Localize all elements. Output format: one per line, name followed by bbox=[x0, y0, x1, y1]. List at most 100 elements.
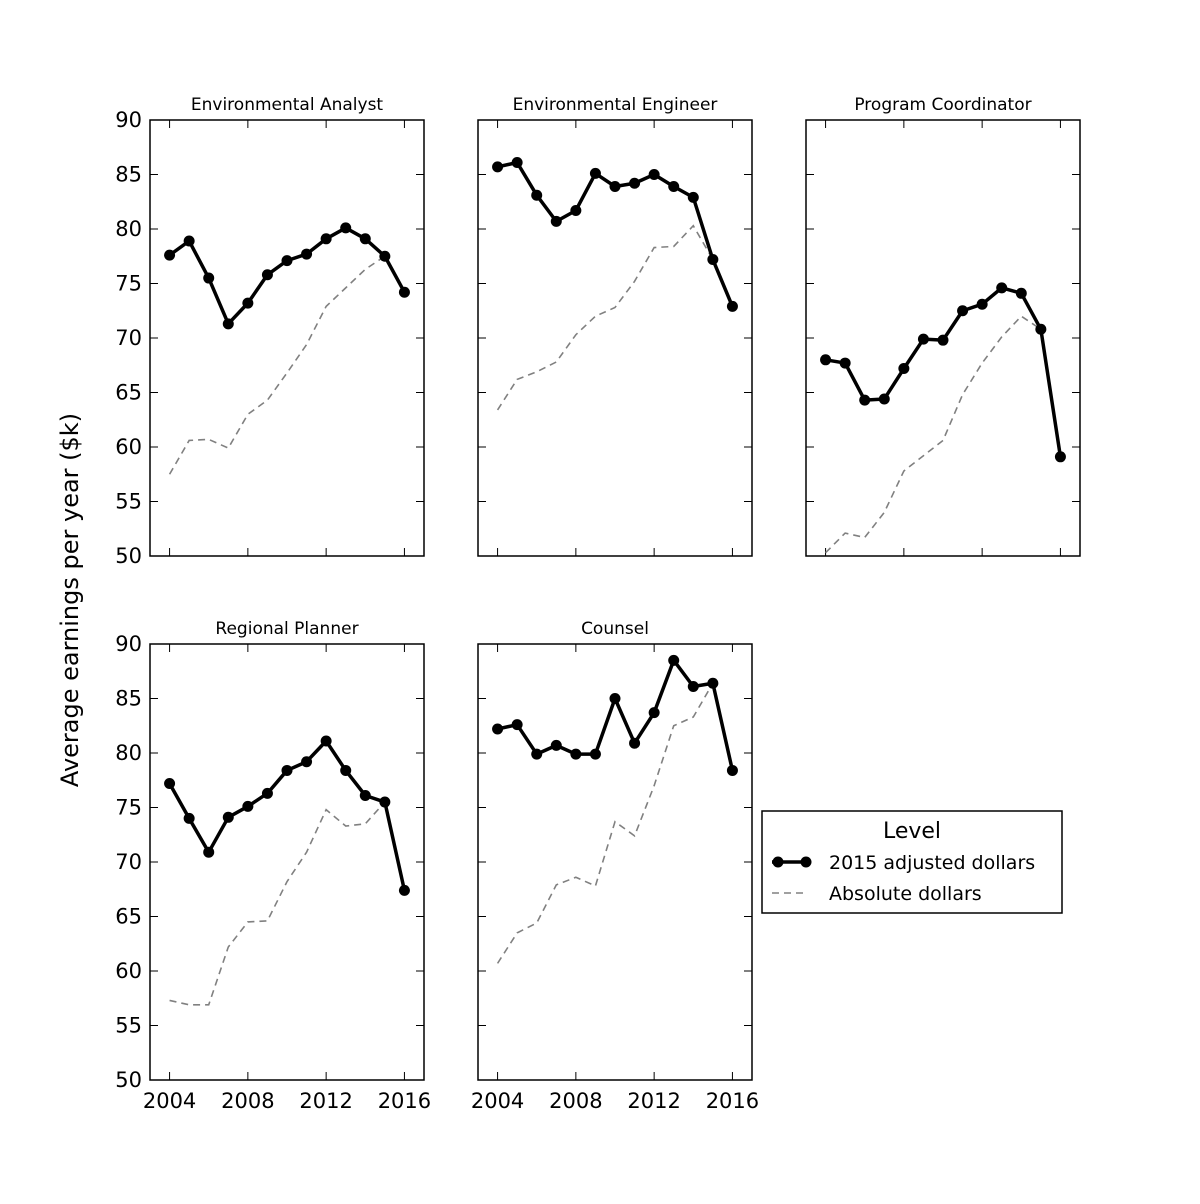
data-point-adjusted bbox=[261, 787, 273, 799]
y-axis-label: Average earnings per year ($k) bbox=[56, 413, 84, 787]
panel-1: Environmental Engineer bbox=[477, 95, 753, 557]
legend-marker-adjusted bbox=[772, 856, 784, 868]
data-point-adjusted bbox=[242, 800, 254, 812]
data-point-adjusted bbox=[340, 222, 352, 234]
data-point-adjusted bbox=[511, 719, 523, 731]
data-point-adjusted bbox=[839, 357, 851, 369]
panel-frame bbox=[149, 119, 425, 557]
data-point-adjusted bbox=[609, 180, 621, 192]
data-point-adjusted bbox=[531, 189, 543, 201]
legend: Level 2015 adjusted dollars Absolute dolla… bbox=[761, 810, 1063, 914]
panel-title: Environmental Analyst bbox=[191, 95, 384, 115]
y-tick-label: 90 bbox=[115, 632, 142, 656]
legend-marker-adjusted bbox=[800, 856, 812, 868]
data-point-adjusted bbox=[261, 269, 273, 281]
y-tick-label: 70 bbox=[115, 326, 142, 350]
y-tick-label: 55 bbox=[115, 1014, 142, 1038]
data-point-adjusted bbox=[379, 250, 391, 262]
data-point-adjusted bbox=[301, 756, 313, 768]
x-tick-label: 2008 bbox=[549, 1089, 602, 1113]
data-point-adjusted bbox=[222, 318, 234, 330]
data-point-adjusted bbox=[859, 394, 871, 406]
data-point-adjusted bbox=[609, 693, 621, 704]
data-point-adjusted bbox=[164, 249, 176, 261]
data-point-adjusted bbox=[668, 654, 680, 666]
y-tick-label: 65 bbox=[115, 381, 142, 405]
y-tick-label: 50 bbox=[115, 544, 142, 568]
y-tick-label: 85 bbox=[115, 163, 142, 187]
data-point-adjusted bbox=[183, 812, 195, 824]
data-point-adjusted bbox=[707, 254, 719, 266]
data-point-adjusted bbox=[589, 167, 601, 179]
y-tick-label: 60 bbox=[115, 435, 142, 459]
y-tick-label: 80 bbox=[115, 741, 142, 765]
data-point-adjusted bbox=[492, 161, 504, 173]
y-tick-label: 50 bbox=[115, 1068, 142, 1092]
data-point-adjusted bbox=[320, 233, 332, 245]
data-point-adjusted bbox=[976, 298, 988, 310]
data-point-adjusted bbox=[629, 737, 641, 749]
legend-entry-adjusted: 2015 adjusted dollars bbox=[829, 852, 1035, 874]
panel-title: Program Coordinator bbox=[854, 95, 1031, 115]
y-tick-label: 90 bbox=[115, 108, 142, 132]
data-point-adjusted bbox=[398, 884, 410, 896]
panel-title: Environmental Engineer bbox=[513, 95, 718, 115]
data-point-adjusted bbox=[550, 739, 562, 751]
data-point-adjusted bbox=[398, 286, 410, 298]
data-point-adjusted bbox=[648, 169, 660, 180]
data-point-adjusted bbox=[1015, 287, 1027, 299]
data-point-adjusted bbox=[917, 333, 929, 345]
x-tick-label: 2004 bbox=[471, 1089, 524, 1113]
data-point-adjusted bbox=[379, 796, 391, 808]
panel-frame bbox=[149, 643, 425, 1081]
x-tick-label: 2004 bbox=[143, 1089, 196, 1113]
y-tick-label: 80 bbox=[115, 217, 142, 241]
data-point-adjusted bbox=[359, 233, 371, 245]
panel-3: Regional Planner 50 55 60 65 70 75 80 85 90 2004 20… bbox=[115, 619, 431, 1113]
y-tick-label: 75 bbox=[115, 272, 142, 296]
data-point-adjusted bbox=[570, 748, 582, 760]
y-tick-label: 65 bbox=[115, 905, 142, 929]
legend-entry-absolute: Absolute dollars bbox=[829, 883, 982, 905]
data-point-adjusted bbox=[820, 354, 832, 366]
panel-frame bbox=[477, 643, 753, 1081]
data-point-adjusted bbox=[629, 177, 641, 189]
series-line-absolute bbox=[169, 800, 406, 1006]
data-point-adjusted bbox=[203, 272, 215, 284]
data-point-adjusted bbox=[707, 677, 719, 689]
data-point-adjusted bbox=[203, 846, 215, 858]
series-line-absolute bbox=[825, 315, 1062, 554]
series-line-absolute bbox=[496, 681, 734, 964]
panel-0: Environmental Analyst 50 55 60 65 70 75 80 85 90 bbox=[115, 95, 425, 568]
data-point-adjusted bbox=[164, 778, 176, 790]
legend-title: Level bbox=[883, 819, 941, 844]
data-point-adjusted bbox=[937, 334, 949, 346]
data-point-adjusted bbox=[301, 248, 313, 260]
panel-title: Regional Planner bbox=[215, 619, 358, 639]
data-point-adjusted bbox=[531, 748, 543, 760]
x-tick-label: 2012 bbox=[299, 1089, 352, 1113]
data-point-adjusted bbox=[222, 811, 234, 823]
data-point-adjusted bbox=[511, 157, 523, 169]
y-tick-label: 60 bbox=[115, 959, 142, 983]
data-point-adjusted bbox=[726, 764, 738, 776]
data-point-adjusted bbox=[589, 748, 601, 760]
data-point-adjusted bbox=[957, 305, 969, 317]
y-tick-label: 85 bbox=[115, 687, 142, 711]
y-tick-label: 75 bbox=[115, 796, 142, 820]
data-point-adjusted bbox=[320, 735, 332, 747]
y-tick-label: 55 bbox=[115, 490, 142, 514]
series-line-absolute bbox=[168, 255, 406, 475]
panel-title: Counsel bbox=[581, 619, 649, 639]
data-point-adjusted bbox=[242, 297, 254, 309]
series-line-adjusted bbox=[168, 739, 407, 891]
data-point-adjusted bbox=[687, 681, 699, 693]
data-point-adjusted bbox=[1054, 451, 1066, 463]
data-point-adjusted bbox=[359, 790, 371, 802]
data-point-adjusted bbox=[898, 363, 910, 375]
data-point-adjusted bbox=[281, 255, 293, 267]
series-line-absolute bbox=[496, 224, 734, 411]
series-line-adjusted bbox=[825, 286, 1063, 458]
data-point-adjusted bbox=[183, 235, 195, 247]
